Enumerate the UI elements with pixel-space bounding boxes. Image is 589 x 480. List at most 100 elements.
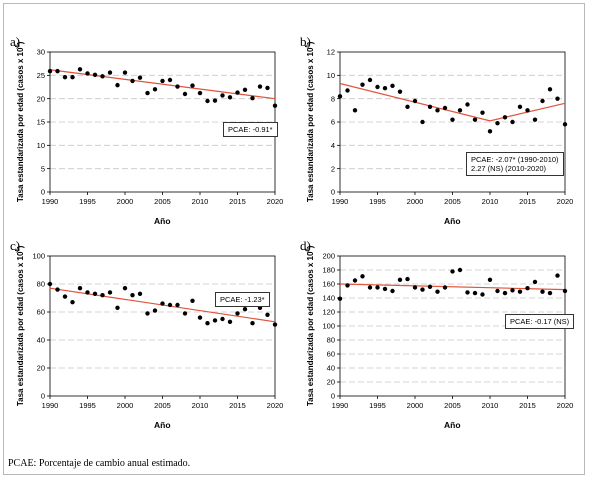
data-point	[235, 311, 240, 316]
data-point	[457, 108, 463, 113]
y-tick-label: 12	[327, 48, 335, 57]
data-point	[465, 102, 470, 107]
x-tick-label: 2015	[229, 197, 246, 206]
x-tick-label: 2020	[267, 401, 284, 410]
data-point	[145, 90, 150, 96]
data-point	[510, 288, 515, 293]
data-point	[397, 277, 403, 282]
data-point	[337, 94, 343, 99]
data-point	[540, 289, 545, 294]
data-point	[85, 71, 90, 76]
data-point	[77, 67, 83, 72]
y-tick-label: 80	[327, 336, 335, 345]
y-tick-label: 6	[331, 118, 335, 127]
data-point	[265, 85, 270, 91]
plot-frame	[49, 255, 276, 397]
trend-line	[339, 283, 566, 291]
pcae-annotation-line: PCAE: -0.91*	[228, 125, 273, 134]
y-tick-label: 0	[331, 188, 335, 197]
x-axis-label: Año	[444, 216, 461, 226]
data-point	[197, 90, 203, 96]
x-tick-label: 1995	[369, 197, 386, 206]
data-point	[130, 78, 135, 84]
y-tick-label: 40	[37, 336, 45, 345]
data-point	[175, 302, 180, 308]
x-tick-label: 2015	[519, 197, 536, 206]
data-point	[547, 290, 553, 296]
data-point	[265, 312, 270, 317]
x-tick-label: 1995	[79, 401, 96, 410]
x-tick-label: 1990	[332, 197, 349, 206]
data-point	[367, 285, 373, 290]
y-tick-label: 5	[41, 164, 45, 173]
data-point	[205, 98, 210, 104]
panel-letter-a: a)	[10, 34, 21, 49]
data-point	[55, 68, 60, 74]
y-axis-label: Tasa estandarizada por edad (casos x 105…	[15, 42, 25, 203]
x-tick-label: 2020	[557, 197, 574, 206]
data-point	[70, 300, 75, 305]
x-tick-label: 2010	[482, 197, 499, 206]
x-tick-label: 2000	[117, 401, 134, 410]
data-point	[47, 68, 53, 74]
data-point	[345, 283, 350, 288]
x-tick-label: 2015	[229, 401, 246, 410]
data-point	[152, 87, 158, 92]
y-axis-label-text: Tasa estandarizada por edad (casos x 10	[305, 251, 315, 407]
data-point	[420, 287, 425, 292]
y-tick-label: 180	[322, 266, 335, 275]
x-axis-label: Año	[444, 420, 461, 430]
x-tick-label: 2000	[117, 197, 134, 206]
panel-letter-b: b)	[300, 34, 311, 49]
data-point	[272, 103, 278, 108]
data-point	[495, 288, 500, 294]
pcae-annotation-line: PCAE: -0.17 (NS)	[510, 317, 570, 326]
y-tick-label: 100	[32, 252, 45, 261]
data-point	[130, 293, 135, 298]
data-point	[272, 322, 278, 327]
data-point	[62, 294, 68, 299]
data-point	[465, 290, 470, 295]
data-point	[242, 87, 248, 92]
data-point	[562, 122, 568, 127]
x-tick-label: 1995	[369, 401, 386, 410]
y-tick-label: 20	[327, 378, 335, 387]
data-point	[525, 286, 530, 291]
data-point	[92, 291, 98, 296]
data-point	[137, 75, 143, 80]
data-point	[107, 70, 113, 75]
data-point	[442, 105, 448, 111]
data-point	[242, 307, 248, 312]
data-point	[547, 87, 553, 92]
data-point	[517, 104, 523, 110]
data-point	[182, 91, 188, 97]
data-point	[472, 117, 478, 122]
y-tick-label: 100	[322, 322, 335, 331]
y-axis-label-suffix: )	[15, 245, 25, 249]
data-point	[190, 83, 195, 88]
data-point	[435, 108, 440, 113]
data-point	[145, 311, 150, 316]
data-point	[412, 285, 418, 290]
data-point	[167, 77, 173, 83]
y-tick-label: 30	[37, 48, 45, 57]
y-tick-label: 2	[331, 164, 335, 173]
data-point	[375, 84, 380, 90]
data-point	[190, 298, 195, 303]
data-point	[235, 90, 240, 95]
data-point	[55, 287, 60, 292]
panel-letter-d: d)	[300, 238, 311, 253]
pcae-annotation: PCAE: -0.91*	[223, 122, 278, 137]
y-axis-label-text: Tasa estandarizada por edad (casos x 10	[15, 47, 25, 203]
y-tick-label: 8	[331, 94, 335, 103]
y-tick-label: 160	[322, 280, 335, 289]
data-point	[352, 108, 358, 113]
data-point	[227, 95, 233, 100]
trend-line	[339, 82, 566, 122]
x-tick-label: 2005	[444, 401, 461, 410]
y-axis-label: Tasa estandarizada por edad (casos x 105…	[305, 42, 315, 203]
x-tick-label: 2010	[482, 401, 499, 410]
data-point	[250, 321, 255, 326]
y-tick-label: 0	[331, 392, 335, 401]
data-point	[450, 117, 455, 122]
